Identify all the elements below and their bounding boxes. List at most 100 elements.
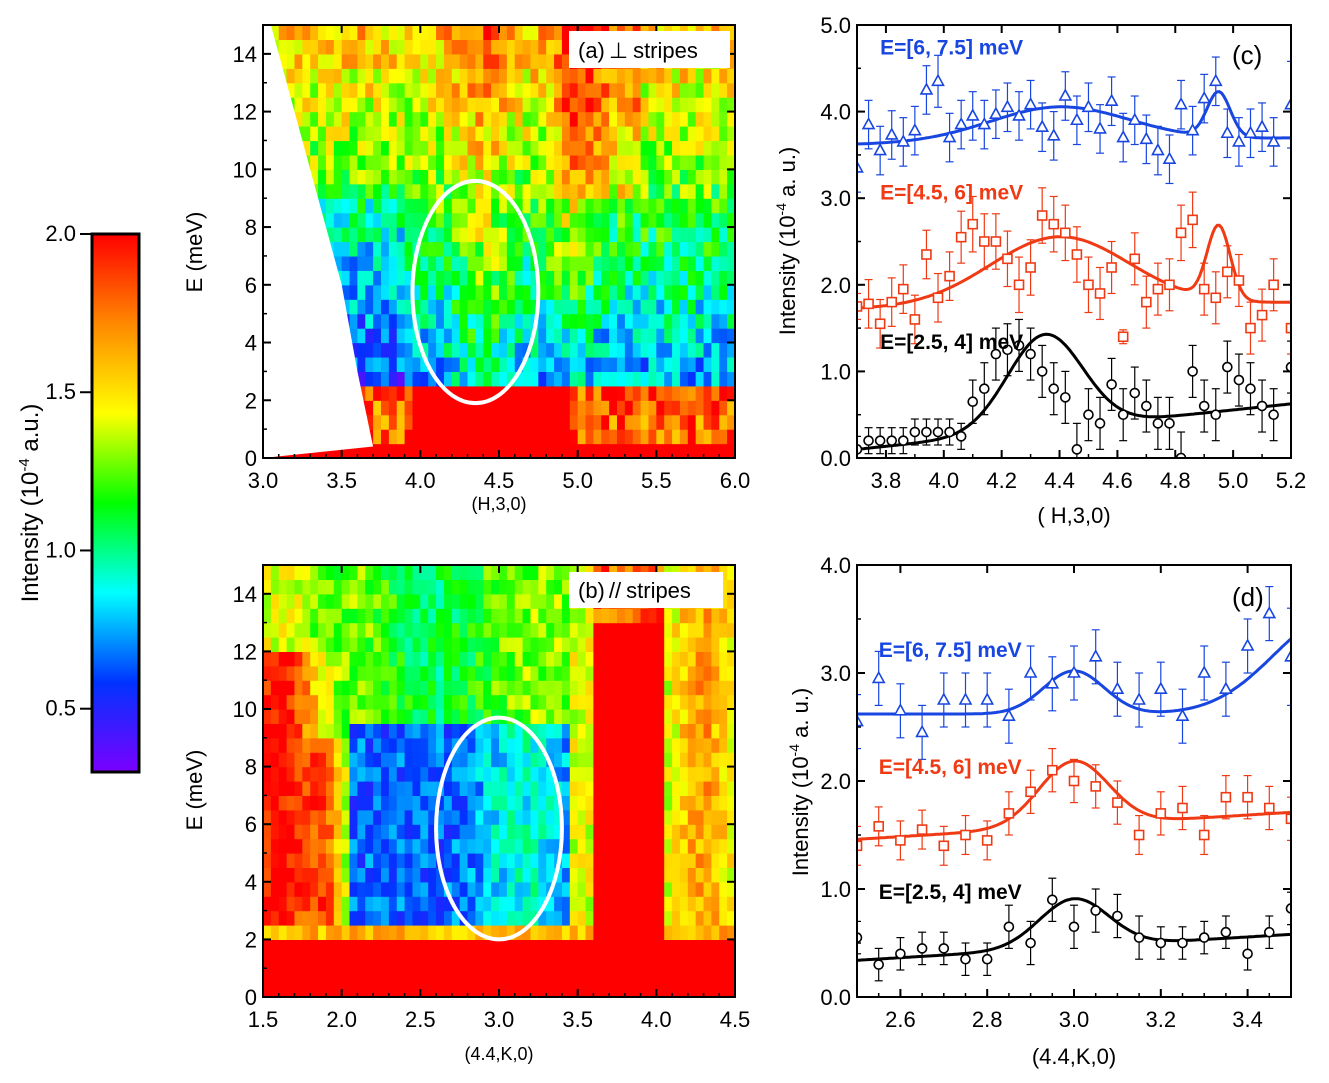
- heatmap-cell: [711, 82, 720, 98]
- heatmap-cell: [711, 737, 720, 753]
- heatmap-cell: [270, 579, 280, 595]
- heatmap-cell: [664, 622, 673, 638]
- heatmap-cell: [341, 824, 351, 840]
- heatmap-cell: [349, 53, 358, 69]
- heatmap-cell: [318, 709, 327, 724]
- heatmap-cell: [577, 608, 587, 624]
- heatmap-cell: [514, 371, 524, 387]
- data-point: [1175, 708, 1190, 722]
- heatmap-cell: [711, 982, 720, 997]
- heatmap-cell: [687, 328, 697, 344]
- heatmap-cell: [530, 140, 539, 156]
- heatmap-cell: [294, 82, 303, 98]
- heatmap-cell: [491, 414, 500, 430]
- heatmap-cell: [624, 429, 634, 445]
- heatmap-cell: [310, 608, 319, 624]
- heatmap-cell: [404, 25, 414, 41]
- heatmap-cell: [514, 752, 524, 768]
- heatmap-cell: [381, 881, 390, 897]
- x-tick-label: 5.2: [1276, 468, 1307, 493]
- heatmap-cell: [475, 910, 484, 926]
- heatmap-cell: [325, 723, 335, 739]
- heatmap-cell: [341, 25, 351, 41]
- heatmap-cell: [325, 953, 335, 969]
- heatmap-cell: [585, 766, 594, 782]
- heatmap-cell: [420, 809, 429, 825]
- heatmap-cell: [640, 953, 650, 969]
- heatmap-cell: [412, 680, 421, 696]
- heatmap-cell: [333, 82, 343, 98]
- heatmap-cell: [656, 111, 665, 127]
- heatmap-cell: [648, 709, 657, 724]
- heatmap-cell: [499, 255, 508, 271]
- heatmap-cell: [617, 694, 626, 710]
- heatmap-cell: [412, 608, 421, 624]
- data-point: [1002, 708, 1016, 722]
- heatmap-cell: [624, 766, 634, 782]
- heatmap-cell: [381, 637, 390, 652]
- heatmap-cell: [506, 356, 516, 372]
- heatmap-cell: [514, 400, 524, 416]
- heatmap-cell: [632, 111, 642, 127]
- data-point: [863, 435, 874, 446]
- heatmap-cell: [695, 925, 705, 940]
- heatmap-cell: [561, 651, 571, 667]
- heatmap-cell: [664, 183, 673, 199]
- heatmap-cell: [727, 385, 735, 401]
- heatmap-cell: [514, 694, 524, 710]
- heatmap-cell: [601, 284, 610, 300]
- heatmap-cell: [703, 212, 712, 228]
- heatmap-cell: [624, 737, 634, 753]
- heatmap-cell: [459, 255, 469, 271]
- heatmap-cell: [538, 299, 547, 315]
- heatmap-cell: [428, 284, 437, 300]
- heatmap-cell: [443, 910, 453, 926]
- heatmap-cell: [333, 25, 343, 41]
- heatmap-cell: [365, 838, 374, 854]
- heatmap-cell: [538, 651, 547, 667]
- heatmap-cell: [522, 622, 532, 638]
- data-point: [958, 692, 973, 705]
- heatmap-cell: [467, 25, 476, 41]
- heatmap-cell: [601, 709, 610, 724]
- heatmap-cell: [522, 385, 532, 401]
- heatmap-cell: [664, 443, 673, 458]
- heatmap-cell: [388, 371, 398, 387]
- heatmap-cell: [577, 371, 587, 387]
- heatmap-cell: [373, 53, 382, 69]
- heatmap-cell: [727, 154, 735, 170]
- heatmap-cell: [278, 838, 288, 854]
- heatmap-cell: [554, 429, 563, 445]
- heatmap-cell: [278, 737, 288, 753]
- heatmap-cell: [388, 939, 398, 955]
- heatmap-cell: [679, 385, 689, 401]
- heatmap-cell: [341, 665, 351, 681]
- heatmap-cell: [522, 126, 532, 142]
- heatmap-cell: [703, 241, 712, 257]
- heatmap-cell: [491, 241, 500, 257]
- heatmap-cell: [561, 443, 571, 458]
- heatmap-cell: [459, 795, 469, 811]
- heatmap-cell: [546, 795, 555, 811]
- heatmap-cell: [325, 896, 335, 912]
- heatmap-cell: [381, 328, 390, 344]
- heatmap-cell: [412, 126, 421, 142]
- heatmap-cell: [365, 925, 374, 940]
- heatmap-cell: [491, 809, 500, 825]
- heatmap-cell: [357, 328, 366, 344]
- heatmap-cell: [672, 371, 681, 387]
- heatmap-cell: [451, 140, 461, 156]
- heatmap-cell: [664, 968, 673, 984]
- heatmap-cell: [428, 694, 437, 710]
- heatmap-cell: [373, 169, 382, 185]
- heatmap-cell: [522, 982, 532, 997]
- heatmap-cell: [428, 824, 437, 840]
- heatmap-cell: [561, 227, 571, 243]
- data-point: [896, 134, 911, 147]
- data-point: [1023, 665, 1038, 678]
- heatmap-cell: [569, 795, 579, 811]
- heatmap-cell: [601, 651, 610, 667]
- heatmap-cell: [672, 356, 681, 372]
- heatmap-cell: [546, 853, 555, 868]
- heatmap-cell: [711, 356, 720, 372]
